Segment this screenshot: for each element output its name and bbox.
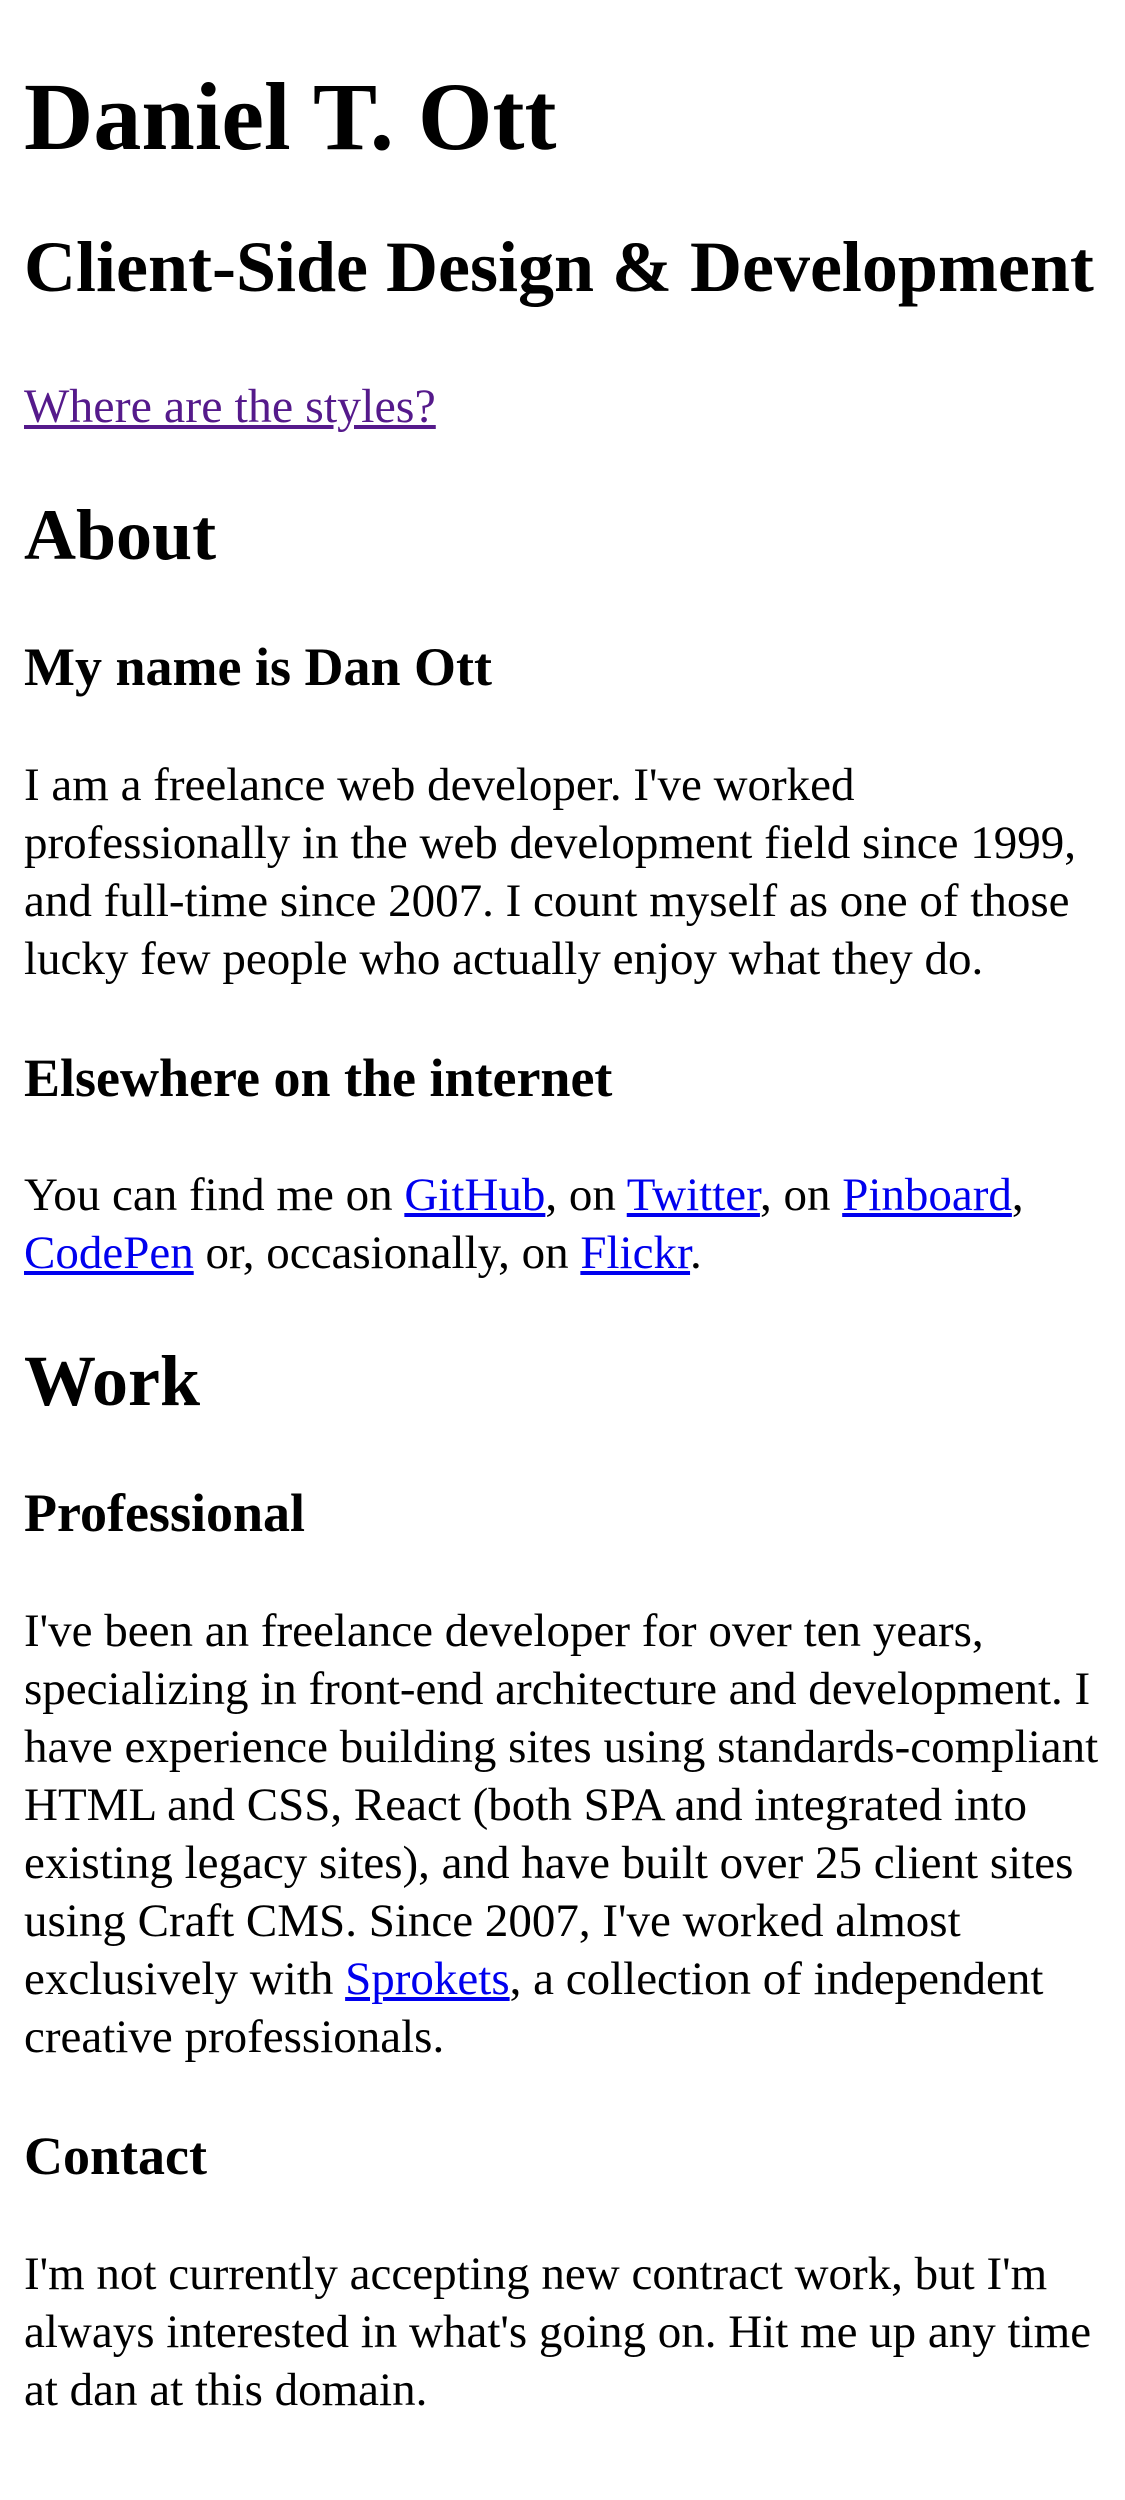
contact-paragraph: I'm not currently accepting new contract…: [24, 2247, 1092, 2416]
professional-paragraph: I've been an freelance developer for ove…: [24, 1602, 1109, 2066]
elsewhere-suffix: .: [690, 1227, 702, 1280]
elsewhere-sep-1: , on: [545, 1169, 627, 1222]
professional-heading: Professional: [24, 1483, 305, 1544]
elsewhere-heading: Elsewhere on the internet: [24, 1047, 613, 1108]
sprokets-link[interactable]: Sprokets: [345, 1952, 510, 2005]
work-heading: Work: [24, 1341, 201, 1422]
codepen-link[interactable]: CodePen: [24, 1227, 194, 1280]
flickr-link[interactable]: Flickr: [580, 1227, 691, 1280]
name-heading: My name is Dan Ott: [24, 636, 492, 697]
twitter-link[interactable]: Twitter: [626, 1169, 760, 1222]
github-link[interactable]: GitHub: [404, 1169, 546, 1222]
page: Daniel T. Ott Client-Side Design & Devel…: [0, 64, 1109, 2419]
pinboard-link[interactable]: Pinboard: [842, 1169, 1012, 1222]
professional-text-before: I've been an freelance developer for ove…: [24, 1604, 1099, 2005]
professional-text-after: , a collection of independent creative p…: [24, 1952, 1044, 2063]
styles-link[interactable]: Where are the styles?: [24, 380, 436, 434]
about-intro: I am a freelance web developer. I've wor…: [24, 758, 1077, 985]
elsewhere-paragraph: You can find me on GitHub, on Twitter, o…: [24, 1166, 1109, 1282]
site-title: Daniel T. Ott: [24, 63, 557, 170]
elsewhere-sep-3: ,: [1011, 1169, 1024, 1222]
elsewhere-sep-2: , on: [759, 1169, 843, 1222]
elsewhere-sep-4: or, occasionally, on: [193, 1227, 581, 1280]
about-heading: About: [24, 494, 217, 575]
contact-heading: Contact: [24, 2125, 207, 2186]
elsewhere-prefix: You can find me on: [24, 1169, 405, 1222]
site-subtitle: Client-Side Design & Development: [24, 226, 1094, 307]
